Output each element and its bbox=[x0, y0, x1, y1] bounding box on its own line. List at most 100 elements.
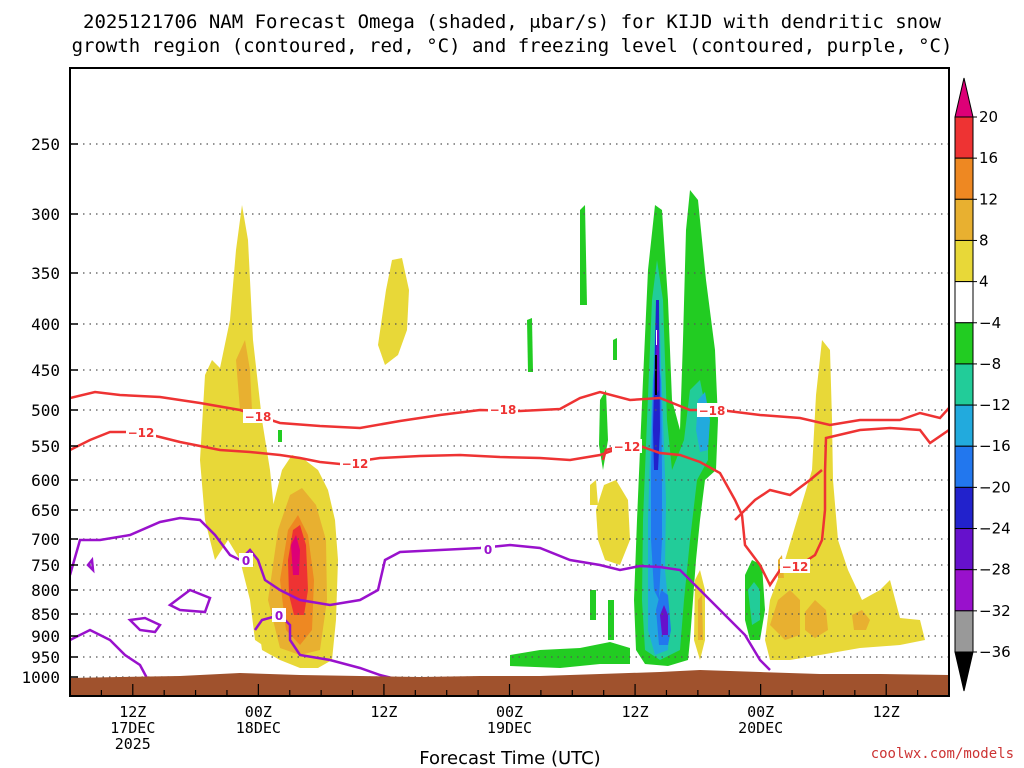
purple-contour-0-f bbox=[86, 556, 95, 574]
colorbar-label: 16 bbox=[979, 149, 998, 167]
temperature-contours bbox=[70, 390, 949, 682]
x-tick-label: 00Z bbox=[496, 703, 523, 721]
purple-contour-0-c bbox=[127, 616, 162, 634]
omega-region-orange bbox=[770, 590, 800, 640]
colorbar-bottom-arrow bbox=[954, 651, 974, 692]
y-tick-label: 650 bbox=[31, 501, 60, 520]
colorbar-label: −8 bbox=[979, 355, 1001, 373]
purple-contour-0-b bbox=[70, 628, 150, 681]
y-tick-label: 450 bbox=[31, 361, 60, 380]
omega-region-orange bbox=[852, 610, 870, 630]
colorbar-swatch bbox=[954, 610, 974, 653]
y-tick-label: 1000 bbox=[21, 668, 60, 687]
colorbar-label: 20 bbox=[979, 108, 998, 126]
red-contour-minus12-c bbox=[734, 469, 823, 521]
omega-region-green bbox=[527, 318, 533, 372]
y-tick-label: 400 bbox=[31, 315, 60, 334]
source-credit: coolwx.com/models bbox=[871, 746, 1014, 762]
colorbar-label: 8 bbox=[979, 231, 989, 249]
colorbar-label: −36 bbox=[979, 643, 1011, 661]
omega-region-green bbox=[580, 205, 587, 305]
x-tick-label: 12Z bbox=[622, 703, 649, 721]
red-contour-minus12 bbox=[70, 426, 949, 588]
contour-label-red: −18 bbox=[245, 410, 272, 424]
colorbar-swatch bbox=[954, 569, 974, 612]
y-tick-label: 700 bbox=[31, 530, 60, 549]
colorbar: 20 16 12 8 4 −4 −8 −12 −16 −20 −24 −28 −32 −36 bbox=[954, 77, 1011, 692]
omega-region-green bbox=[613, 338, 617, 360]
contour-label-red: −12 bbox=[782, 560, 809, 574]
purple-contour-0-d bbox=[167, 588, 212, 614]
omega-region-orange bbox=[805, 600, 828, 638]
colorbar-label: −20 bbox=[979, 478, 1011, 496]
y-tick-label: 300 bbox=[31, 205, 60, 224]
x-tick-label: 19DEC bbox=[487, 719, 532, 737]
contour-labels: −18 −12 −18 −12 −18 −12 −12 0 0 0 bbox=[126, 402, 810, 623]
y-axis: 250 300 350 400 450 500 550 600 650 700 750 800 850 9… bbox=[21, 135, 78, 687]
colorbar-swatch bbox=[954, 486, 974, 530]
colorbar-swatch bbox=[954, 528, 974, 571]
y-tick-label: 350 bbox=[31, 264, 60, 283]
x-tick-label: 12Z bbox=[873, 703, 900, 721]
colorbar-swatch bbox=[954, 116, 974, 159]
colorbar-label: 12 bbox=[979, 190, 998, 208]
omega-region-purple bbox=[660, 605, 668, 635]
red-contour-minus18 bbox=[70, 390, 949, 430]
colorbar-label: −24 bbox=[979, 520, 1011, 538]
x-tick-label: 17DEC bbox=[110, 719, 155, 737]
omega-region-white bbox=[656, 330, 657, 345]
contour-label-red: −12 bbox=[614, 440, 641, 454]
colorbar-swatch bbox=[954, 404, 974, 447]
y-tick-label: 600 bbox=[31, 471, 60, 490]
omega-region-yellow bbox=[765, 340, 925, 660]
colorbar-label: −28 bbox=[979, 561, 1011, 579]
colorbar-top-arrow bbox=[954, 77, 974, 118]
x-axis-title: Forecast Time (UTC) bbox=[419, 748, 600, 768]
colorbar-label: −16 bbox=[979, 437, 1011, 455]
omega-region-black bbox=[655, 355, 657, 395]
contour-label-red: −18 bbox=[490, 403, 517, 417]
omega-shading bbox=[200, 190, 925, 668]
omega-region-green bbox=[590, 590, 596, 620]
colorbar-swatch bbox=[954, 322, 974, 365]
contour-label-red: −12 bbox=[128, 426, 155, 440]
contour-label-purple: 0 bbox=[484, 543, 492, 557]
omega-region-yellow bbox=[200, 205, 285, 650]
x-tick-label: 20DEC bbox=[738, 719, 783, 737]
chart-title-line-1: 2025121706 NAM Forecast Omega (shaded, μ… bbox=[83, 11, 941, 33]
y-tick-label: 900 bbox=[31, 627, 60, 646]
y-tick-label: 750 bbox=[31, 556, 60, 575]
colorbar-swatch bbox=[954, 239, 974, 283]
x-tick-label: 00Z bbox=[245, 703, 272, 721]
contour-label-red: −18 bbox=[699, 404, 726, 418]
x-tick-label: 00Z bbox=[747, 703, 774, 721]
chart-title-line-2: growth region (contoured, red, °C) and f… bbox=[72, 35, 953, 57]
colorbar-label: −12 bbox=[979, 396, 1011, 414]
omega-region-green bbox=[510, 642, 630, 668]
contour-label-red: −12 bbox=[342, 457, 369, 471]
omega-region-orange bbox=[236, 340, 252, 410]
y-tick-label: 550 bbox=[31, 437, 60, 456]
y-tick-label: 850 bbox=[31, 605, 60, 624]
y-tick-label: 250 bbox=[31, 135, 60, 154]
colorbar-label: −32 bbox=[979, 602, 1011, 620]
omega-region-green bbox=[278, 430, 282, 442]
colorbar-swatch bbox=[954, 363, 974, 406]
omega-region-orange bbox=[698, 595, 703, 640]
omega-region-green bbox=[608, 600, 614, 640]
ground-terrain bbox=[70, 670, 949, 696]
omega-region-yellow bbox=[590, 480, 598, 505]
y-tick-label: 500 bbox=[31, 401, 60, 420]
omega-region-yellow bbox=[378, 258, 409, 365]
colorbar-swatch bbox=[954, 157, 974, 200]
omega-region-yellow bbox=[596, 480, 630, 565]
colorbar-swatch bbox=[954, 198, 974, 241]
y-tick-label: 950 bbox=[31, 648, 60, 667]
colorbar-swatch bbox=[954, 445, 974, 488]
x-tick-label: 2025 bbox=[115, 735, 151, 753]
purple-contour-0 bbox=[70, 516, 771, 671]
omega-region-teal bbox=[748, 582, 760, 625]
y-tick-label: 800 bbox=[31, 581, 60, 600]
